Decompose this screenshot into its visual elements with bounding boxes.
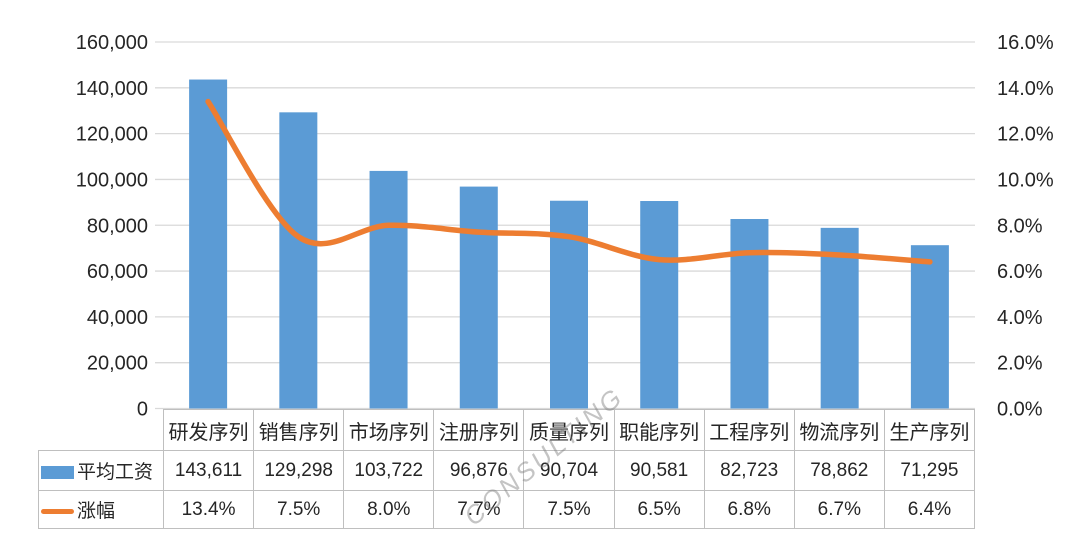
- right-axis-tick: 2.0%: [997, 353, 1043, 375]
- category-header-工程序列: 工程序列: [703, 409, 795, 451]
- salary-value: 82,723: [703, 450, 795, 491]
- category-header-注册序列: 注册序列: [433, 409, 525, 451]
- salary-value: 143,611: [162, 450, 255, 491]
- category-header-生产序列: 生产序列: [883, 409, 976, 451]
- growth-value: 13.4%: [162, 490, 255, 529]
- data-table: 研发序列 销售序列 市场序列 注册序列 质量序列 职能序列 工程序列 物流序列 生产序列 平均工资…: [38, 409, 976, 529]
- growth-line: [205, 98, 933, 265]
- growth-value: 7.5%: [523, 490, 615, 529]
- salary-value: 103,722: [343, 450, 435, 491]
- bar-研发序列: [189, 79, 228, 409]
- left-axis-tick: 40,000: [87, 307, 148, 329]
- right-axis-tick: 12.0%: [997, 124, 1054, 146]
- bar-工程序列: [730, 219, 769, 409]
- growth-value: 6.4%: [883, 490, 976, 529]
- left-axis-tick: 100,000: [76, 169, 148, 191]
- growth-value: 7.5%: [253, 490, 345, 529]
- growth-value: 7.7%: [433, 490, 525, 529]
- right-axis-tick: 4.0%: [997, 307, 1043, 329]
- salary-value: 78,862: [793, 450, 885, 491]
- salary-series-name: 平均工资: [77, 462, 154, 483]
- right-axis-tick: 16.0%: [997, 32, 1054, 54]
- left-axis-tick: 80,000: [87, 215, 148, 237]
- growth-legend-line-icon: [41, 509, 74, 515]
- category-header-物流序列: 物流序列: [793, 409, 885, 451]
- growth-value: 6.5%: [613, 490, 705, 529]
- left-axis-tick: 160,000: [76, 32, 148, 54]
- growth-value: 6.7%: [793, 490, 885, 529]
- bar-质量序列: [550, 200, 588, 409]
- salary-value: 129,298: [253, 450, 345, 491]
- left-axis-tick: 60,000: [87, 261, 148, 283]
- growth-value: 8.0%: [343, 490, 435, 529]
- category-header-职能序列: 职能序列: [613, 409, 705, 451]
- right-axis-tick: 0.0%: [997, 399, 1043, 421]
- salary-value: 90,581: [613, 450, 705, 491]
- bar-注册序列: [459, 186, 498, 409]
- growth-series-name: 涨幅: [77, 501, 116, 522]
- salary-legend-swatch-icon: [41, 466, 74, 480]
- left-axis-tick: 140,000: [76, 78, 148, 100]
- salary-value: 96,876: [433, 450, 525, 491]
- bar-市场序列: [369, 170, 408, 409]
- salary-value: 71,295: [883, 450, 976, 491]
- table-header-row: 研发序列 销售序列 市场序列 注册序列 质量序列 职能序列 工程序列 物流序列 生产序列: [38, 409, 976, 451]
- legend-salary: 平均工资: [38, 450, 164, 491]
- bar-职能序列: [640, 201, 679, 409]
- right-axis-tick: 10.0%: [997, 169, 1054, 191]
- salary-value: 90,704: [523, 450, 615, 491]
- growth-row: 涨幅 13.4% 7.5% 8.0% 7.7% 7.5% 6.5% 6.8% 6.7% 6.4%: [38, 490, 976, 529]
- salary-row: 平均工资 143,611 129,298 103,722 96,876 90,704 90,…: [38, 450, 976, 491]
- legend-growth: 涨幅: [38, 490, 164, 529]
- left-axis-tick: 20,000: [87, 353, 148, 375]
- left-axis-tick: 120,000: [76, 124, 148, 146]
- table-corner-blank: [38, 409, 164, 451]
- category-header-销售序列: 销售序列: [253, 409, 345, 451]
- growth-value: 6.8%: [703, 490, 795, 529]
- category-header-研发序列: 研发序列: [162, 409, 255, 451]
- category-header-市场序列: 市场序列: [343, 409, 435, 451]
- right-axis-tick: 6.0%: [997, 261, 1043, 283]
- category-header-质量序列: 质量序列: [523, 409, 615, 451]
- bar-销售序列: [279, 112, 318, 409]
- right-axis-tick: 14.0%: [997, 78, 1054, 100]
- right-axis-tick: 8.0%: [997, 215, 1043, 237]
- bar-生产序列: [910, 245, 949, 409]
